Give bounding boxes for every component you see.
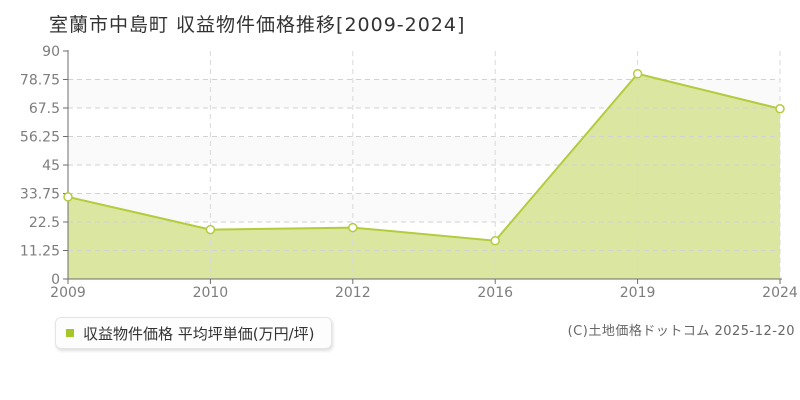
y-tick-label: 78.75 [20,73,60,89]
chart-title: 室蘭市中島町 収益物件価格推移[2009-2024] [49,14,466,36]
legend-label: 収益物件価格 平均坪単価(万円/坪) [83,324,315,343]
x-tick-label: 2010 [193,285,229,301]
y-tick-label: 67.5 [29,101,60,117]
legend: 収益物件価格 平均坪単価(万円/坪) [55,317,332,349]
y-tick-label: 56.25 [20,130,60,146]
y-tick-label: 0 [51,272,60,288]
price-line [67,72,781,242]
x-tick-label: 2009 [50,285,86,301]
data-point [632,69,643,79]
y-tick-label: 45 [42,158,60,174]
x-tick-label: 2016 [477,285,513,301]
x-tick-label: 2024 [762,285,798,301]
data-point [348,222,358,233]
y-tick-label: 90 [42,44,60,60]
copyright-text: (C)土地価格ドットコム 2025-12-20 [567,324,795,339]
plot-band [68,51,780,80]
x-tick-label: 2012 [335,285,371,301]
data-point [205,224,216,235]
y-tick-label: 33.75 [20,187,60,203]
y-tick-label: 22.5 [29,215,60,231]
data-point [775,104,785,114]
data-point [63,192,73,202]
legend-marker-square [66,329,74,337]
y-tick-label: 11.25 [20,244,60,260]
area-fill [68,73,780,279]
x-tick-label: 2019 [620,285,656,301]
data-point [490,235,500,246]
